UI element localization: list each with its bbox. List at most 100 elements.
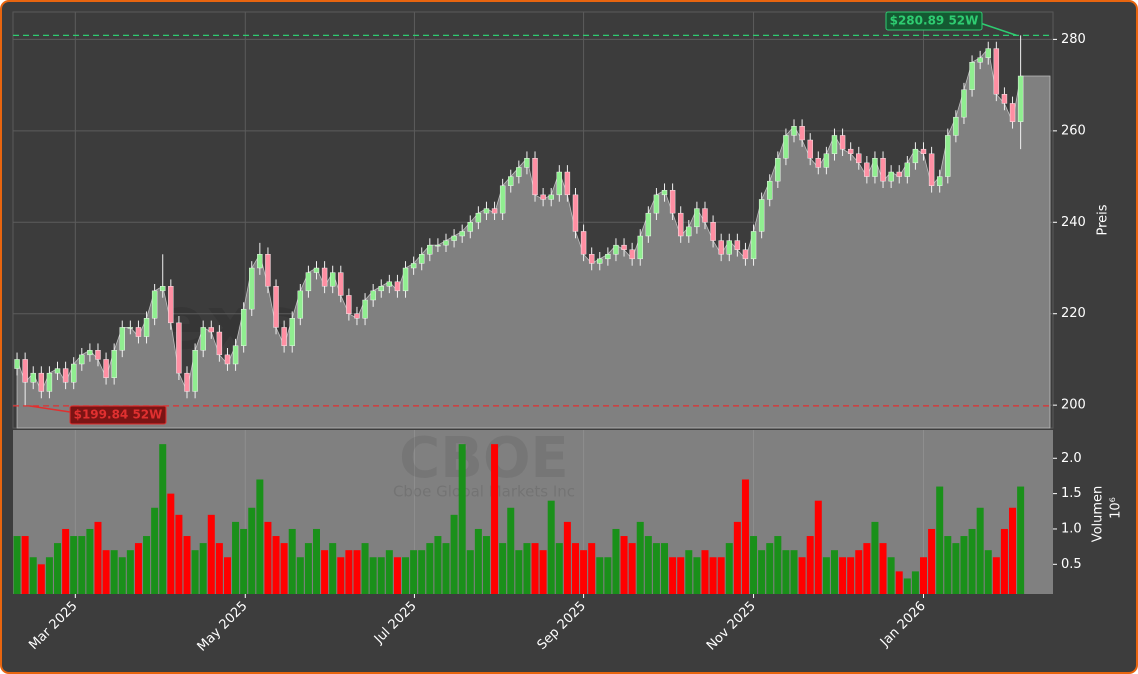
candle-body — [499, 185, 506, 214]
candle-body — [289, 318, 295, 346]
candle-body — [961, 89, 967, 118]
candle-body — [904, 162, 911, 177]
candle-body — [1009, 103, 1016, 122]
y-tick-label: 0.5 — [1061, 557, 1082, 572]
volume-bar — [159, 444, 167, 594]
x-tick-label: Jan 2026 — [877, 599, 929, 651]
candle-body — [758, 199, 765, 232]
volume-bar — [798, 557, 806, 594]
volume-bar — [750, 536, 758, 594]
candle-body — [678, 212, 684, 237]
candle-body — [686, 226, 692, 237]
volume-bar — [434, 536, 442, 594]
candle-body — [783, 135, 789, 159]
candle-body — [273, 286, 279, 328]
volume-bar — [223, 557, 231, 594]
candle-body — [338, 272, 344, 296]
candle-body — [791, 126, 797, 136]
volume-bar — [984, 550, 992, 594]
volume-bar — [54, 543, 62, 594]
candle-body — [394, 281, 401, 292]
volume-bar — [345, 550, 353, 594]
candle-body — [127, 327, 134, 329]
candle-body — [993, 48, 1000, 95]
volume-bar — [709, 557, 717, 594]
candle-body — [208, 327, 214, 333]
candle-body — [580, 231, 587, 255]
candle-body — [508, 176, 514, 186]
candle-body — [532, 158, 538, 196]
volume-bar — [134, 543, 142, 594]
watermark: Cboe Global Markets Inc — [393, 483, 575, 501]
candle-body — [305, 272, 312, 292]
candle-body — [232, 345, 239, 365]
candle-body — [661, 190, 668, 196]
volume-bar — [191, 550, 199, 594]
volume-bar — [442, 543, 450, 594]
volume-bar — [571, 543, 579, 594]
volume-bar — [418, 550, 426, 594]
volume-bar — [515, 550, 523, 594]
candle-body — [799, 126, 805, 141]
annotation-box — [885, 11, 983, 31]
candle-body — [451, 235, 457, 241]
candle-body — [87, 350, 93, 356]
candle-body — [378, 286, 384, 292]
candle-body — [605, 254, 611, 260]
volume-bar — [766, 543, 774, 594]
volume-bar — [507, 507, 515, 594]
volume-bar — [903, 578, 911, 594]
volume-bar — [110, 550, 118, 594]
candle-body — [653, 194, 660, 214]
volume-bar — [1000, 528, 1008, 594]
y-tick-label: 1.5 — [1061, 486, 1082, 501]
candle-body — [71, 363, 77, 383]
volume-bar — [151, 507, 159, 594]
y-tick-label: 260 — [1061, 123, 1086, 138]
candle-body — [629, 249, 635, 260]
y-axis-label: Preis — [1096, 204, 1111, 235]
candle-body — [710, 222, 716, 241]
y-tick-label: 2.0 — [1061, 451, 1082, 466]
candle-body — [111, 350, 117, 378]
candle-body — [467, 222, 473, 232]
volume-bar — [143, 536, 151, 594]
candle-body — [1001, 94, 1008, 104]
candle-body — [856, 153, 862, 164]
volume-bar — [337, 557, 345, 594]
volume-bar — [604, 557, 612, 594]
candle-body — [200, 327, 206, 351]
volume-bar — [960, 536, 968, 594]
candle-body — [62, 368, 69, 383]
volume-bar — [272, 536, 280, 594]
candle-body — [143, 318, 150, 337]
candle-body — [823, 153, 830, 168]
volume-bar — [21, 536, 29, 594]
volume-bar — [588, 543, 596, 594]
volume-bar — [353, 550, 361, 594]
volume-bar — [207, 514, 215, 594]
volume-bar — [1009, 507, 1017, 594]
volume-bar — [992, 557, 1000, 594]
candle-body — [872, 158, 878, 177]
volume-bar — [13, 536, 21, 594]
candle-body — [313, 267, 320, 273]
x-tick-label: Nov 2025 — [704, 599, 759, 654]
y-tick-label: 1.0 — [1061, 521, 1082, 536]
candle-body — [896, 171, 902, 177]
x-tick-label: May 2025 — [195, 599, 251, 655]
candle-body — [734, 240, 741, 250]
y-axis-label: Volumen — [1091, 486, 1106, 543]
candle-body — [362, 299, 368, 319]
candle-body — [38, 372, 45, 392]
volume-bar — [288, 528, 296, 594]
candle-body — [402, 267, 409, 292]
candle-body — [160, 286, 166, 292]
volume-bar — [563, 521, 571, 594]
volume-bar — [450, 514, 458, 594]
volume-bar — [329, 543, 337, 594]
volume-bar — [248, 507, 256, 594]
volume-bar — [118, 557, 126, 594]
volume-bar — [968, 528, 976, 594]
